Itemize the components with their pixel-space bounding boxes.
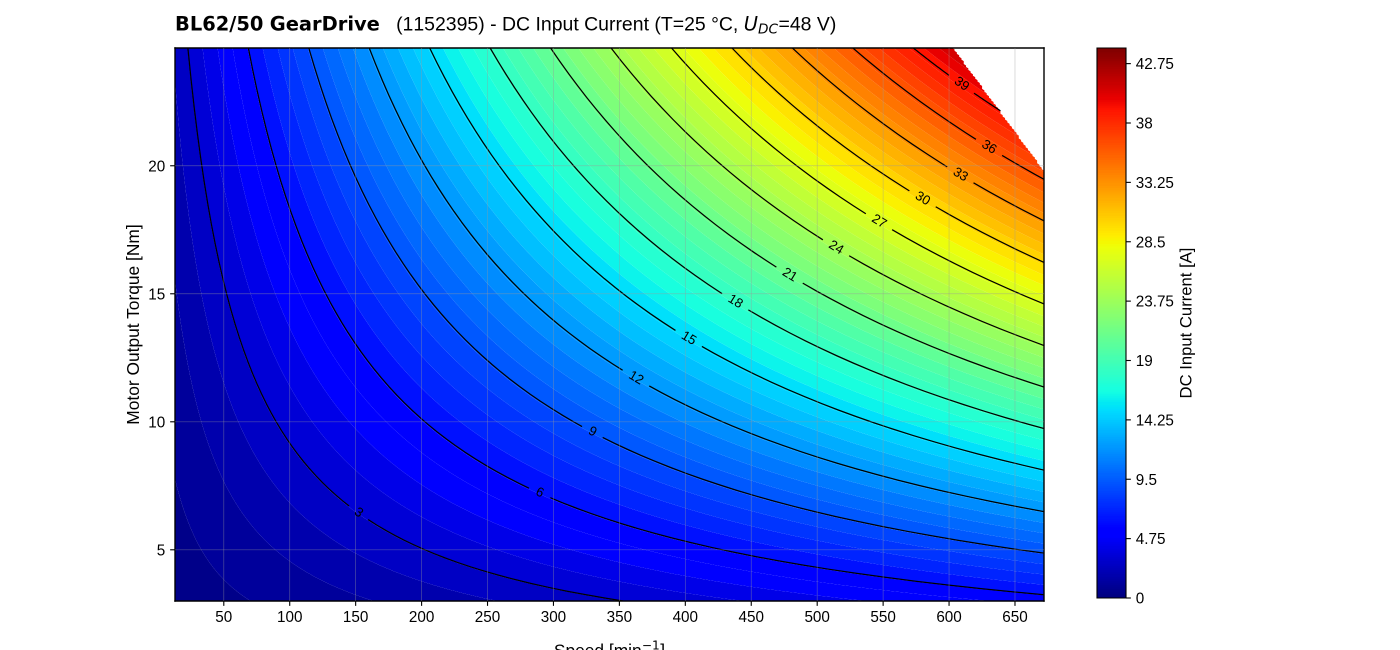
svg-text:4.75: 4.75 bbox=[1136, 531, 1166, 548]
svg-text:5: 5 bbox=[157, 542, 166, 559]
svg-text:550: 550 bbox=[870, 609, 895, 626]
svg-text:33.25: 33.25 bbox=[1136, 175, 1174, 192]
svg-text:50: 50 bbox=[215, 609, 232, 626]
svg-text:B L 6 2 /: B L 6 2 / 5 0 G e a r D r i v e ( 1 1 5 … bbox=[175, 11, 842, 39]
svg-text:400: 400 bbox=[673, 609, 698, 626]
svg-text:DC Input Current [A]: DC Input Current [A] bbox=[1177, 248, 1196, 399]
svg-text:19: 19 bbox=[1136, 353, 1153, 370]
svg-text:23.75: 23.75 bbox=[1136, 294, 1174, 311]
svg-text:150: 150 bbox=[343, 609, 368, 626]
svg-text:Motor Output Torque [Nm]: Motor Output Torque [Nm] bbox=[123, 224, 143, 424]
svg-text:28.5: 28.5 bbox=[1136, 234, 1166, 251]
svg-text:100: 100 bbox=[277, 609, 302, 626]
svg-text:0: 0 bbox=[1136, 591, 1145, 608]
svg-text:14.25: 14.25 bbox=[1136, 412, 1174, 429]
svg-text:42.75: 42.75 bbox=[1136, 56, 1174, 73]
svg-text:20: 20 bbox=[148, 158, 165, 175]
svg-text:15: 15 bbox=[148, 286, 165, 303]
svg-text:250: 250 bbox=[475, 609, 500, 626]
svg-text:38: 38 bbox=[1136, 116, 1153, 133]
svg-text:600: 600 bbox=[936, 609, 961, 626]
svg-text:350: 350 bbox=[607, 609, 632, 626]
svg-text:450: 450 bbox=[739, 609, 764, 626]
svg-text:650: 650 bbox=[1002, 609, 1027, 626]
svg-text:200: 200 bbox=[409, 609, 434, 626]
svg-text:500: 500 bbox=[804, 609, 829, 626]
svg-text:10: 10 bbox=[148, 414, 165, 431]
svg-text:300: 300 bbox=[541, 609, 566, 626]
svg-text:9.5: 9.5 bbox=[1136, 472, 1157, 489]
